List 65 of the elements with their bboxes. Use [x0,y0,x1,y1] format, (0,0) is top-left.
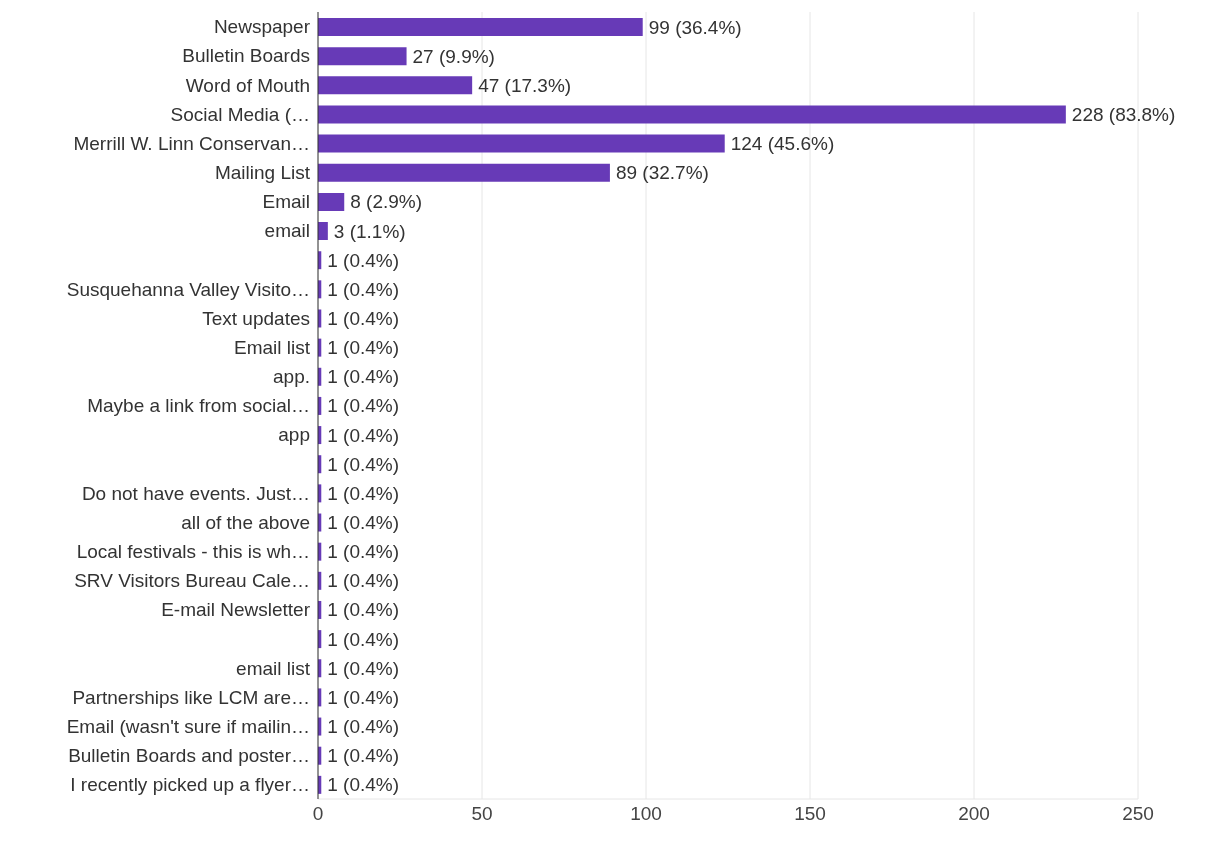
data-label: 1 (0.4%) [327,453,400,475]
y-tick-label: Word of Mouth [185,74,310,96]
y-tick-label: Local festivals - this is wh… [76,540,310,562]
data-label: 1 (0.4%) [327,424,400,446]
data-label: 47 (17.3%) [478,74,572,96]
x-tick-label: 250 [1122,803,1154,825]
y-tick-label: app. [273,366,310,388]
y-tick-label: Email [262,191,310,213]
data-label: 89 (32.7%) [615,162,709,184]
y-tick-label: Text updates [202,307,310,329]
data-label: 1 (0.4%) [327,686,400,708]
data-label: 1 (0.4%) [327,307,400,329]
y-tick-label: Bulletin Boards [182,45,310,67]
y-tick-label: all of the above [181,511,310,533]
data-label: 124 (45.6%) [730,133,835,155]
bar [318,222,328,241]
x-tick-label: 150 [794,803,826,825]
y-tick-label: Merrill W. Linn Conservan… [73,132,310,154]
data-label: 27 (9.9%) [412,45,495,67]
x-tick-label: 100 [630,803,662,825]
x-tick-label: 0 [312,803,324,825]
y-tick-label: I recently picked up a flyer… [70,774,310,796]
bar [318,134,725,153]
bar [318,105,1066,124]
data-label: 1 (0.4%) [327,599,400,621]
data-label: 1 (0.4%) [327,482,400,504]
data-label: 1 (0.4%) [327,570,400,592]
bar [318,18,643,36]
data-label: 1 (0.4%) [327,716,400,738]
data-label: 1 (0.4%) [327,366,400,388]
y-tick-label: email [264,220,310,242]
data-label: 1 (0.4%) [327,541,400,563]
data-label: 8 (2.9%) [350,191,423,213]
y-tick-label: E-mail Newsletter [161,599,311,621]
data-label: 228 (83.8%) [1071,103,1176,125]
x-tick-label: 200 [958,803,990,825]
y-tick-label: Email list [233,336,311,358]
data-label: 1 (0.4%) [327,512,400,534]
data-label: 1 (0.4%) [327,395,400,417]
y-tick-label: Social Media (… [170,103,310,125]
data-label: 1 (0.4%) [327,278,400,300]
y-tick-label: Email (wasn't sure if mailin… [66,715,310,737]
y-tick-label: email list [236,657,311,679]
x-tick-label: 50 [471,803,493,825]
bar [318,163,610,182]
y-tick-label: Mailing List [214,162,311,184]
data-label: 1 (0.4%) [327,774,400,796]
data-label: 3 (1.1%) [333,220,406,242]
data-label: 1 (0.4%) [327,628,400,650]
bar [318,192,345,211]
data-label: 1 (0.4%) [327,657,400,679]
data-label: 1 (0.4%) [327,249,400,271]
y-tick-label: app [278,424,310,446]
data-label: 1 (0.4%) [327,745,400,767]
y-tick-label: Bulletin Boards and poster… [68,745,310,767]
y-tick-label: Partnerships like LCM are… [72,686,310,708]
y-tick-label: SRV Visitors Bureau Cale… [74,570,310,592]
data-label: 99 (36.4%) [648,16,742,38]
data-label: 1 (0.4%) [327,337,400,359]
y-tick-label: Do not have events. Just… [81,482,310,504]
y-tick-label: Newspaper [213,16,311,38]
y-tick-label: Maybe a link from social… [87,395,310,417]
bar [318,76,473,95]
y-tick-label: Susquehanna Valley Visito… [66,278,310,300]
bar [318,47,407,66]
